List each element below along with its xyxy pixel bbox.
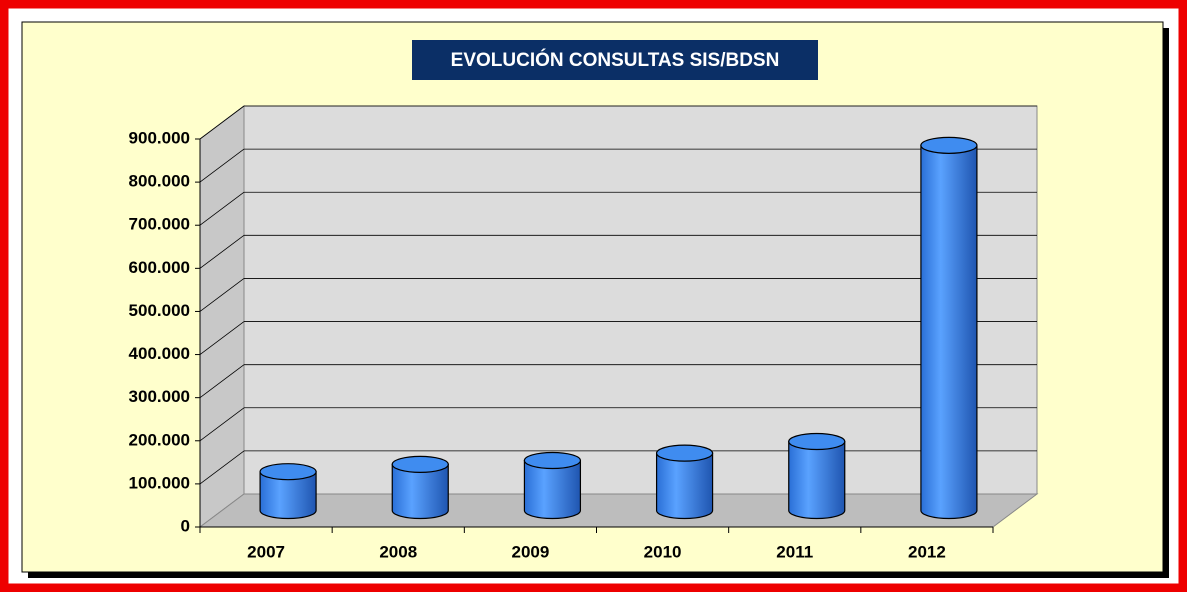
x-tick-label: 2007 [247, 542, 285, 561]
grid-line [199, 450, 245, 485]
bar-body [391, 463, 449, 520]
x-tick-label: 2010 [644, 542, 682, 561]
bar [788, 432, 846, 520]
x-tick-label: 2011 [776, 542, 813, 561]
bar [523, 451, 582, 520]
bar-body [788, 440, 846, 520]
floor [198, 493, 1039, 528]
grid-line [199, 321, 245, 355]
bar-top [788, 432, 846, 451]
bar-top [655, 444, 714, 462]
bar-body [655, 452, 714, 520]
grid-line [199, 148, 245, 183]
bar-top [259, 463, 317, 481]
side-wall [199, 105, 245, 528]
y-tick-label: 800.000 [129, 172, 190, 191]
bar-top [391, 455, 449, 473]
y-tick-label: 300.000 [129, 387, 190, 406]
y-tick-label: 200.000 [129, 430, 190, 449]
x-tick-label: 2012 [908, 542, 946, 561]
y-tick-label: 600.000 [129, 258, 190, 277]
y-tick-label: 0 [181, 516, 190, 535]
back-wall [243, 105, 1038, 495]
bar [391, 455, 449, 520]
x-tick-label: 2009 [512, 542, 550, 561]
chart-title: EVOLUCIÓN CONSULTAS SIS/BDSN [451, 49, 780, 71]
x-tick-label: 2008 [379, 542, 417, 561]
bar [655, 444, 714, 520]
bar [920, 136, 978, 520]
bar-body [920, 144, 978, 520]
y-tick-label: 500.000 [129, 301, 190, 320]
grid-line [199, 364, 245, 398]
grid-line [199, 278, 245, 312]
grid-line [199, 191, 245, 226]
grid-line [199, 105, 245, 140]
y-tick-label: 700.000 [129, 215, 190, 234]
bar [259, 463, 317, 520]
bar-top [523, 451, 582, 470]
title-box [412, 40, 818, 80]
grid-line [199, 235, 245, 269]
bar-body [523, 459, 582, 520]
y-tick-label: 100.000 [129, 473, 190, 492]
y-tick-label: 400.000 [129, 344, 190, 363]
y-tick-label: 900.000 [129, 128, 190, 147]
bar-top [920, 136, 978, 154]
bar-body [259, 471, 317, 520]
grid-line [199, 407, 245, 442]
